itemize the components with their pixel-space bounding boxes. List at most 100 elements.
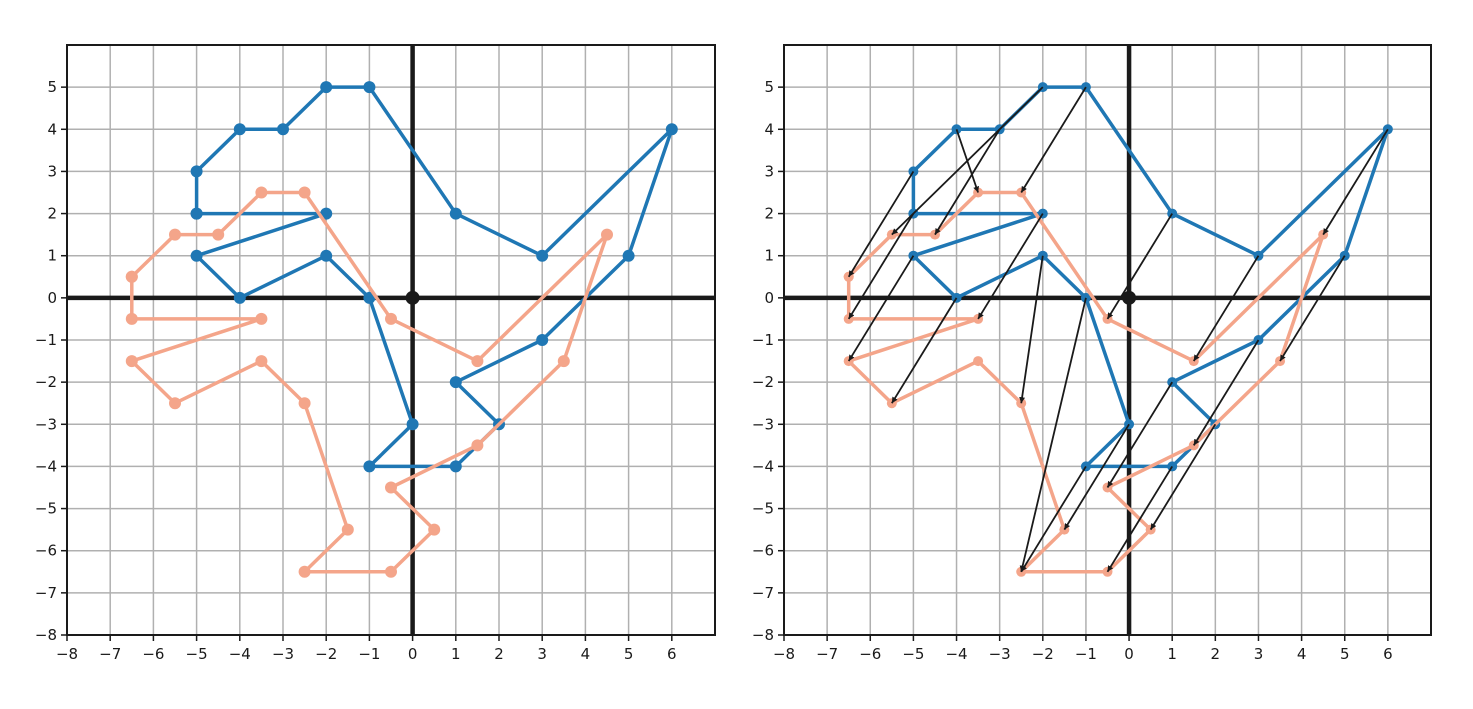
series-1 — [125, 186, 613, 578]
x-tick-label: 4 — [581, 645, 591, 663]
data-point — [536, 249, 549, 262]
y-tick-label: −6 — [35, 542, 57, 560]
data-point — [212, 228, 225, 241]
y-tick-label: 0 — [47, 289, 57, 307]
x-tick-label: 3 — [1254, 645, 1264, 663]
y-tick-label: 5 — [47, 78, 57, 96]
y-tick-label: 0 — [764, 289, 774, 307]
arrows — [847, 86, 1389, 573]
data-point — [363, 81, 376, 94]
data-point — [557, 355, 570, 368]
data-point — [125, 312, 138, 325]
y-tick-label: 5 — [764, 78, 774, 96]
y-tick-label: −4 — [752, 457, 774, 475]
data-point — [471, 355, 484, 368]
data-point — [125, 270, 138, 283]
data-point — [320, 207, 333, 220]
x-tick-label: −3 — [272, 645, 294, 663]
y-tick-label: 3 — [764, 162, 774, 180]
y-tick-label: 4 — [47, 120, 57, 138]
x-tick-label: −8 — [773, 645, 795, 663]
x-tick-label: −1 — [358, 645, 380, 663]
x-tick-label: −3 — [989, 645, 1011, 663]
x-tick-label: −1 — [1075, 645, 1097, 663]
x-tick-label: −8 — [56, 645, 78, 663]
data-point — [298, 186, 311, 199]
data-point — [190, 249, 203, 262]
y-tick-label: −1 — [35, 331, 57, 349]
x-tick-label: 2 — [1211, 645, 1221, 663]
data-point — [341, 523, 354, 536]
data-point — [471, 439, 484, 452]
series-line — [194, 85, 674, 469]
y-tick-label: 4 — [764, 120, 774, 138]
series-line — [846, 190, 1325, 574]
left-plot: −8 −7 −6 −5 −4 −3 −2 −1 0 1 2 3 4 5 6 −8 −7 −6 −5 −4 −3 −2 −1 0… — [35, 44, 716, 663]
data-point — [255, 186, 268, 199]
data-point — [385, 481, 397, 494]
arrow — [1019, 297, 1087, 572]
y-tick-label: −8 — [35, 626, 57, 644]
x-tick-label: 3 — [537, 645, 547, 663]
arrow — [1106, 381, 1173, 488]
data-point — [190, 207, 203, 220]
arrow — [1192, 339, 1260, 446]
origin-point — [405, 290, 420, 305]
x-tick-label: 1 — [1167, 645, 1177, 663]
data-point — [665, 123, 678, 136]
series-line — [130, 190, 609, 574]
data-point — [169, 228, 181, 241]
x-tick-label: 2 — [494, 645, 504, 663]
arrow — [847, 213, 915, 320]
arrow — [847, 255, 915, 362]
arrow — [1063, 423, 1130, 531]
arrow — [1322, 128, 1389, 236]
data-point — [277, 123, 289, 136]
y-tick-label: 1 — [764, 247, 774, 265]
data-point — [298, 565, 311, 578]
arrow — [847, 170, 915, 278]
data-point — [973, 356, 984, 367]
x-tick-label: −7 — [99, 645, 121, 663]
data-point — [255, 355, 268, 368]
series-0 — [908, 82, 1393, 472]
arrow — [1192, 255, 1260, 362]
arrow — [891, 86, 1044, 236]
arrow — [1019, 255, 1044, 404]
y-tick-label: −3 — [35, 415, 57, 433]
x-tick-label: −6 — [142, 645, 164, 663]
y-tick-label: −3 — [752, 415, 774, 433]
data-point — [190, 165, 203, 178]
x-tick-label: −5 — [902, 645, 924, 663]
data-point — [320, 249, 333, 262]
x-tick-label: 5 — [1340, 645, 1350, 663]
x-tick-label: −5 — [186, 645, 208, 663]
x-tick-label: 6 — [667, 645, 677, 663]
data-point — [449, 207, 462, 220]
x-tick-label: −2 — [1032, 645, 1054, 663]
data-point — [363, 291, 376, 304]
arrow — [1279, 255, 1346, 362]
x-tick-label: −4 — [229, 645, 251, 663]
x-tick-label: −4 — [945, 645, 967, 663]
data-point — [622, 249, 635, 262]
arrow — [1106, 465, 1173, 573]
data-point — [255, 312, 268, 325]
data-point — [169, 397, 181, 410]
series-0 — [190, 81, 678, 473]
x-tick-label: 5 — [624, 645, 634, 663]
data-point — [449, 376, 462, 389]
data-point — [298, 397, 311, 410]
data-point — [385, 312, 397, 325]
arrow — [934, 128, 1001, 236]
arrow — [977, 213, 1044, 320]
data-point — [233, 123, 246, 136]
arrow — [891, 297, 958, 404]
y-tick-label: −4 — [35, 457, 57, 475]
y-tick-label: 1 — [47, 247, 57, 265]
origin-point — [1122, 290, 1137, 305]
data-point — [320, 81, 333, 94]
arrow — [1020, 86, 1087, 193]
arrow — [1106, 213, 1173, 320]
grid — [783, 44, 1432, 636]
